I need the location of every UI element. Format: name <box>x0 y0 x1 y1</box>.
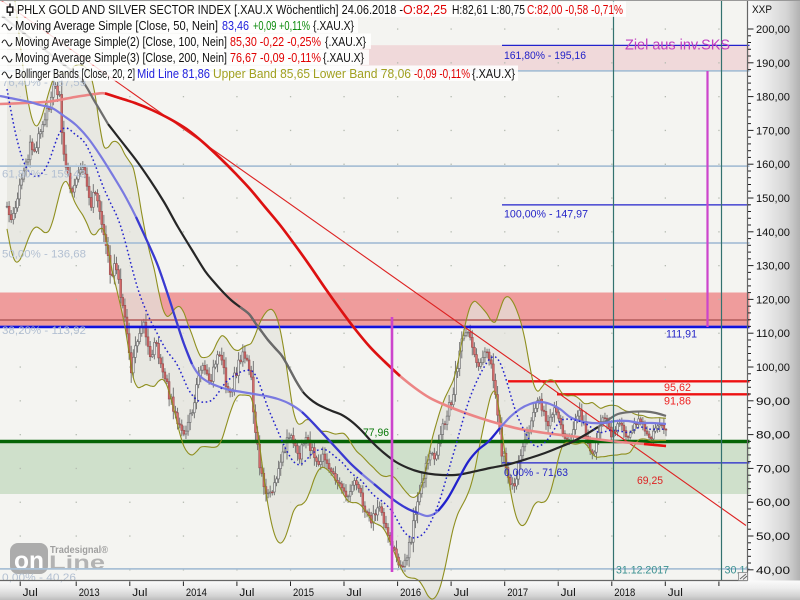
svg-text:+0,09 +0,11%: +0,09 +0,11% <box>253 18 310 33</box>
svg-text:{.XAU.X}: {.XAU.X} <box>323 50 365 65</box>
svg-text:161,80% - 195,16: 161,80% - 195,16 <box>504 50 586 62</box>
svg-text:PHLX GOLD AND SILVER SECTOR IN: PHLX GOLD AND SILVER SECTOR INDEX [.XAU.… <box>17 2 403 17</box>
svg-text:50,00% - 136,68: 50,00% - 136,68 <box>2 249 86 261</box>
svg-text:76,67 -0,09 -0,11%: 76,67 -0,09 -0,11% <box>230 50 321 65</box>
svg-text:140,00: 140,00 <box>756 227 790 239</box>
svg-text:{.XAU.X}: {.XAU.X} <box>472 66 516 81</box>
svg-text:Line: Line <box>49 553 105 574</box>
svg-text:Jul: Jul <box>561 587 576 599</box>
svg-text:Jul: Jul <box>132 587 147 599</box>
svg-text:83,46: 83,46 <box>222 18 249 33</box>
svg-text:100,00% - 147,97: 100,00% - 147,97 <box>504 209 588 221</box>
svg-text:70,00: 70,00 <box>756 463 790 475</box>
svg-text:77,96: 77,96 <box>363 427 389 439</box>
svg-text:Ziel aus inv.SKS: Ziel aus inv.SKS <box>625 37 730 54</box>
svg-text:2016: 2016 <box>400 587 421 599</box>
svg-text:Jul: Jul <box>23 587 38 599</box>
svg-text:130,00: 130,00 <box>756 261 790 273</box>
svg-text:2017: 2017 <box>507 587 528 599</box>
svg-text:85,30 -0,22 -0,25%: 85,30 -0,22 -0,25% <box>230 34 321 49</box>
svg-text:38,20% - 113,92: 38,20% - 113,92 <box>2 325 86 337</box>
svg-text:-0,09 -0,11%: -0,09 -0,11% <box>414 66 470 81</box>
svg-text:C:82,00 -0,58 -0,71%: C:82,00 -0,58 -0,71% <box>527 2 623 17</box>
svg-text:110,00: 110,00 <box>756 328 790 340</box>
svg-text:0,00% - 40,26: 0,00% - 40,26 <box>2 572 76 584</box>
svg-text:Moving Average Simple [Close,: Moving Average Simple [Close, 50, Nein] <box>15 18 218 33</box>
svg-text:Bollinger Bands [Close, 20, 2]: Bollinger Bands [Close, 20, 2] <box>15 66 135 81</box>
svg-text:2013: 2013 <box>79 587 100 599</box>
svg-text:Jul: Jul <box>668 587 683 599</box>
svg-text:90,00: 90,00 <box>756 396 790 408</box>
svg-text:H:82,61 L:80,75: H:82,61 L:80,75 <box>452 2 525 17</box>
svg-text:Upper Band 85,65: Upper Band 85,65 <box>213 66 310 81</box>
svg-text:150,00: 150,00 <box>756 193 790 205</box>
svg-text:60,00: 60,00 <box>756 497 790 509</box>
svg-text:Moving Average Simple(2) [Clos: Moving Average Simple(2) [Close, 100, Ne… <box>15 34 227 49</box>
svg-text:Mid Line 81,86: Mid Line 81,86 <box>137 66 210 81</box>
svg-text:Jul: Jul <box>239 587 254 599</box>
svg-text:2018: 2018 <box>614 587 635 599</box>
svg-text:80,00: 80,00 <box>756 430 790 442</box>
svg-text:180,00: 180,00 <box>756 92 790 104</box>
svg-text:Lower Band 78,06: Lower Band 78,06 <box>313 66 411 81</box>
svg-text:111,91: 111,91 <box>666 329 697 341</box>
svg-text:Tradesignal®: Tradesignal® <box>50 545 109 556</box>
svg-text:Jul: Jul <box>347 587 362 599</box>
svg-text:Moving Average Simple(3) [Clos: Moving Average Simple(3) [Close, 200, Ne… <box>15 50 227 65</box>
svg-text:50,00: 50,00 <box>756 531 790 543</box>
svg-text:2015: 2015 <box>293 587 314 599</box>
svg-text:2014: 2014 <box>186 587 207 599</box>
svg-text:{.XAU.X}: {.XAU.X} <box>313 18 355 33</box>
svg-text:0,00% - 71,63: 0,00% - 71,63 <box>504 467 568 479</box>
svg-text:O:82,25: O:82,25 <box>403 2 447 17</box>
svg-text:on: on <box>14 547 44 575</box>
svg-text:95,62: 95,62 <box>664 382 691 394</box>
svg-text:170,00: 170,00 <box>756 125 790 137</box>
svg-text:XXP: XXP <box>752 4 772 16</box>
svg-text:100,00: 100,00 <box>756 362 790 374</box>
svg-text:160,00: 160,00 <box>756 159 790 171</box>
svg-text:61,80% - 159,43: 61,80% - 159,43 <box>2 169 86 181</box>
svg-text:69,25: 69,25 <box>637 475 663 487</box>
svg-text:91,86: 91,86 <box>664 396 691 408</box>
svg-text:40,00: 40,00 <box>756 565 790 577</box>
svg-text:{.XAU.X}: {.XAU.X} <box>325 34 367 49</box>
svg-text:Jul: Jul <box>454 587 469 599</box>
svg-text:120,00: 120,00 <box>756 294 790 306</box>
svg-text:190,00: 190,00 <box>756 58 790 70</box>
svg-text:200,00: 200,00 <box>756 24 790 36</box>
svg-text:31.12.2017: 31.12.2017 <box>616 565 669 577</box>
